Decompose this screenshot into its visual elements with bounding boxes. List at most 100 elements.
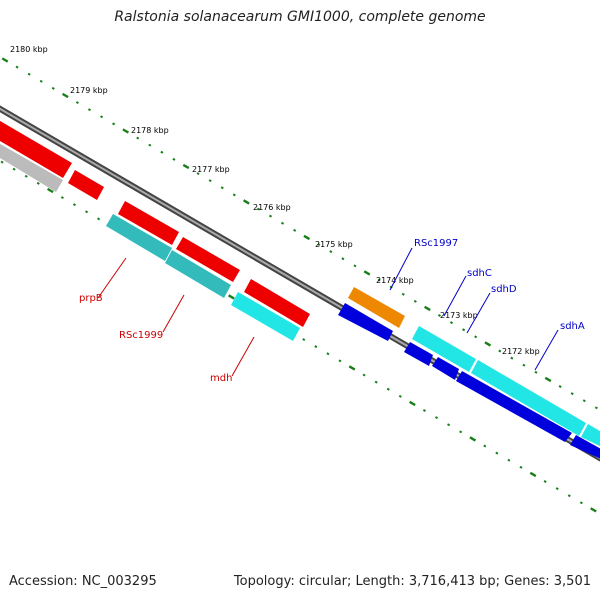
inner-tick xyxy=(85,210,89,214)
teal-gene-2 xyxy=(165,250,231,298)
red-gene-1 xyxy=(0,120,72,178)
tick-label: 2173 kbp xyxy=(440,311,478,320)
orange-gene-rsc1997 xyxy=(348,287,405,328)
outer-tick xyxy=(594,406,598,410)
outer-tick xyxy=(510,356,514,360)
inner-tick xyxy=(326,352,330,356)
outer-tick xyxy=(317,243,321,247)
inner-tick xyxy=(555,487,559,491)
inner-tick xyxy=(519,465,523,469)
gene-label-sdhd: sdhD xyxy=(491,284,517,295)
outer-tick xyxy=(61,92,69,99)
blue-gene-5 xyxy=(570,435,600,459)
map-title: Ralstonia solanacearum GMI1000, complete… xyxy=(114,9,486,25)
inner-tick-track xyxy=(0,160,597,513)
inner-tick xyxy=(434,416,439,420)
outer-tick xyxy=(75,101,79,105)
outer-tick xyxy=(401,292,405,296)
inner-tick xyxy=(567,494,571,498)
inner-tick xyxy=(362,373,366,377)
tick-label: 2179 kbp xyxy=(70,86,108,95)
blue-gene-4 xyxy=(456,371,572,442)
outer-tick xyxy=(377,278,381,282)
inner-tick xyxy=(24,174,28,178)
inner-tick xyxy=(97,217,101,221)
gene-label-rsc1999: RSc1999 xyxy=(119,330,163,341)
outer-tick xyxy=(363,270,371,276)
inner-tick xyxy=(36,181,40,185)
outer-tick xyxy=(522,363,526,367)
inner-tick xyxy=(507,458,511,462)
tick-label: 2180 kbp xyxy=(10,45,48,54)
genome-info-text: Topology: circular; Length: 3,716,413 bp… xyxy=(233,574,591,589)
blue-gene-2 xyxy=(404,342,433,366)
gene-label-sdha: sdhA xyxy=(560,321,585,332)
outer-tick xyxy=(148,143,152,147)
inner-tick xyxy=(46,187,54,194)
inner-tick xyxy=(422,409,426,412)
tick-label: 2175 kbp xyxy=(315,240,353,249)
inner-tick xyxy=(227,294,235,300)
inner-tick xyxy=(386,387,390,391)
inner-tick xyxy=(72,203,77,207)
outer-tick xyxy=(232,193,236,197)
gene-labels: prpB RSc1999 mdh RSc1997 sdhC sdhD sdhA xyxy=(79,238,585,384)
red-gene-2 xyxy=(68,170,104,200)
outer-tick xyxy=(424,305,431,312)
outer-tick xyxy=(172,157,176,161)
outer-tick xyxy=(100,115,104,119)
inner-tick xyxy=(0,160,4,164)
outer-tick xyxy=(534,370,538,374)
outer-tick xyxy=(341,257,345,261)
outer-tick xyxy=(122,128,130,134)
tick-label: 2177 kbp xyxy=(192,165,230,174)
outer-tick xyxy=(353,264,357,268)
outer-tick xyxy=(87,108,92,112)
teal-gene-1 xyxy=(106,214,172,261)
gene-callouts xyxy=(97,247,559,377)
accession-text: Accession: NC_003295 xyxy=(9,574,157,589)
outer-tick xyxy=(413,299,417,303)
outer-tick xyxy=(570,392,574,396)
inner-tick xyxy=(579,501,583,505)
inner-tick xyxy=(60,196,64,200)
outer-tick xyxy=(582,399,586,403)
outer-tick xyxy=(112,122,116,126)
outer-tick xyxy=(484,341,492,347)
outer-tick xyxy=(544,376,552,383)
outer-tick xyxy=(39,79,43,83)
outer-tick xyxy=(208,179,212,183)
inner-tick xyxy=(314,345,318,349)
inner-tick xyxy=(348,365,356,371)
outer-tick xyxy=(220,186,224,190)
gene-label-rsc1997: RSc1997 xyxy=(414,238,458,249)
inner-tick xyxy=(12,167,16,171)
gene-label-sdhc: sdhC xyxy=(467,268,492,279)
tick-label: 2176 kbp xyxy=(253,203,291,212)
inner-tick xyxy=(302,338,306,342)
outer-tick xyxy=(242,199,250,205)
inner-tick xyxy=(374,380,378,384)
blue-gene-1 xyxy=(338,303,393,341)
outer-tick xyxy=(474,335,478,339)
red-gene-4 xyxy=(176,237,240,282)
outer-tick xyxy=(449,321,454,325)
cyan-gene-mdh xyxy=(231,292,300,341)
outer-tick xyxy=(437,314,441,317)
outer-tick xyxy=(182,163,190,170)
cyan-gene-sdha xyxy=(581,424,600,447)
inner-tick xyxy=(529,471,537,478)
cyan-gene-sdhc xyxy=(412,326,476,372)
inner-tick xyxy=(483,444,487,448)
outer-tick xyxy=(196,172,200,176)
outer-tick xyxy=(303,234,311,241)
inner-tick xyxy=(398,394,402,398)
genes xyxy=(0,120,600,459)
outer-tick-track xyxy=(1,57,598,410)
outer-tick xyxy=(293,228,297,232)
outer-tick xyxy=(558,385,562,388)
inner-tick xyxy=(447,423,451,427)
outer-tick xyxy=(462,328,466,332)
inner-tick xyxy=(469,436,477,442)
